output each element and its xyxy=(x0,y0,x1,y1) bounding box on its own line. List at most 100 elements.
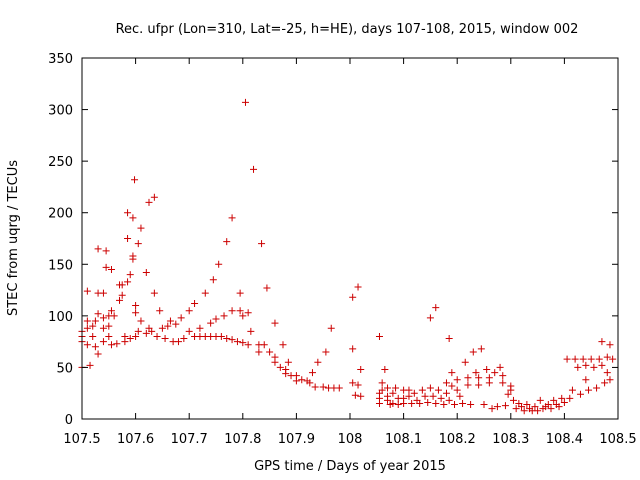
x-tick-label: 107.5 xyxy=(63,432,100,447)
data-point xyxy=(560,398,568,406)
data-point xyxy=(258,240,266,248)
data-point xyxy=(153,332,161,340)
data-point xyxy=(142,329,150,337)
data-point xyxy=(536,396,544,404)
data-point xyxy=(499,372,507,380)
data-point xyxy=(158,324,166,332)
data-point xyxy=(121,332,129,340)
x-tick-label: 108.4 xyxy=(546,432,583,447)
data-point xyxy=(124,209,132,217)
data-point xyxy=(212,315,220,323)
data-point xyxy=(255,348,263,356)
data-point xyxy=(83,324,91,332)
y-tick-label: 0 xyxy=(65,413,73,428)
data-point xyxy=(442,379,450,387)
data-point xyxy=(598,338,606,346)
y-axis-label: STEC from uqrg / TECUs xyxy=(6,160,21,316)
data-point xyxy=(445,335,453,343)
data-point xyxy=(606,341,614,349)
data-point xyxy=(244,341,252,349)
x-tick-label: 108.3 xyxy=(492,432,529,447)
data-point xyxy=(555,403,563,411)
data-point xyxy=(426,384,434,392)
data-point xyxy=(132,309,140,317)
data-point xyxy=(558,394,566,402)
data-point xyxy=(172,320,180,328)
data-point xyxy=(576,390,584,398)
data-point xyxy=(491,369,499,377)
data-point xyxy=(228,336,236,344)
data-point xyxy=(99,324,107,332)
data-point xyxy=(568,386,576,394)
data-point xyxy=(400,400,408,408)
data-point xyxy=(392,384,400,392)
data-point xyxy=(164,322,172,330)
data-points xyxy=(78,98,617,415)
chart-title: Rec. ufpr (Lon=310, Lat=-25, h=HE), days… xyxy=(116,22,579,37)
data-point xyxy=(389,400,397,408)
data-point xyxy=(349,379,357,387)
data-point xyxy=(131,176,139,184)
data-point xyxy=(244,309,252,317)
data-point xyxy=(571,355,579,363)
x-tick-label: 108 xyxy=(338,432,363,447)
data-point xyxy=(220,312,228,320)
data-point xyxy=(354,283,362,291)
data-point xyxy=(137,224,145,232)
data-point xyxy=(582,376,590,384)
data-point xyxy=(464,381,472,389)
data-point xyxy=(308,369,316,377)
data-point xyxy=(110,312,118,320)
data-point xyxy=(424,398,432,406)
data-point xyxy=(464,374,472,382)
data-point xyxy=(271,358,279,366)
y-tick-label: 250 xyxy=(48,155,73,170)
data-point xyxy=(499,379,507,387)
data-point xyxy=(223,335,231,343)
x-tick-label: 107.6 xyxy=(117,432,154,447)
data-point xyxy=(263,284,271,292)
data-point xyxy=(126,335,134,343)
x-tick-label: 107.9 xyxy=(278,432,315,447)
data-point xyxy=(418,386,426,394)
data-point xyxy=(566,394,574,402)
data-point xyxy=(83,317,91,325)
x-axis-label: GPS time / Days of year 2015 xyxy=(254,459,446,474)
data-point xyxy=(99,289,107,297)
data-point xyxy=(94,245,102,253)
data-point xyxy=(306,379,314,387)
data-point xyxy=(461,358,469,366)
data-point xyxy=(603,353,611,361)
data-point xyxy=(89,332,97,340)
data-point xyxy=(448,382,456,390)
data-point xyxy=(531,403,539,411)
data-point xyxy=(91,343,99,351)
x-tick-label: 107.7 xyxy=(171,432,208,447)
data-point xyxy=(590,363,598,371)
data-point xyxy=(394,401,402,409)
data-point xyxy=(124,278,132,286)
data-point xyxy=(432,400,440,408)
data-point xyxy=(89,322,97,330)
data-point xyxy=(207,319,215,327)
data-point xyxy=(544,401,552,409)
data-point xyxy=(134,327,142,335)
data-point xyxy=(378,379,386,387)
data-point xyxy=(381,365,389,373)
data-point xyxy=(451,401,459,409)
data-point xyxy=(156,307,164,315)
data-point xyxy=(507,386,515,394)
plot-frame xyxy=(81,57,619,420)
y-tick-label: 50 xyxy=(56,361,73,376)
data-point xyxy=(196,324,204,332)
data-point xyxy=(550,396,558,404)
data-point xyxy=(142,269,150,277)
data-point xyxy=(475,381,483,389)
data-point xyxy=(137,317,145,325)
data-point xyxy=(485,379,493,387)
data-point xyxy=(595,355,603,363)
data-point xyxy=(107,265,115,273)
x-tick-label: 107.8 xyxy=(224,432,261,447)
data-point xyxy=(314,358,322,366)
